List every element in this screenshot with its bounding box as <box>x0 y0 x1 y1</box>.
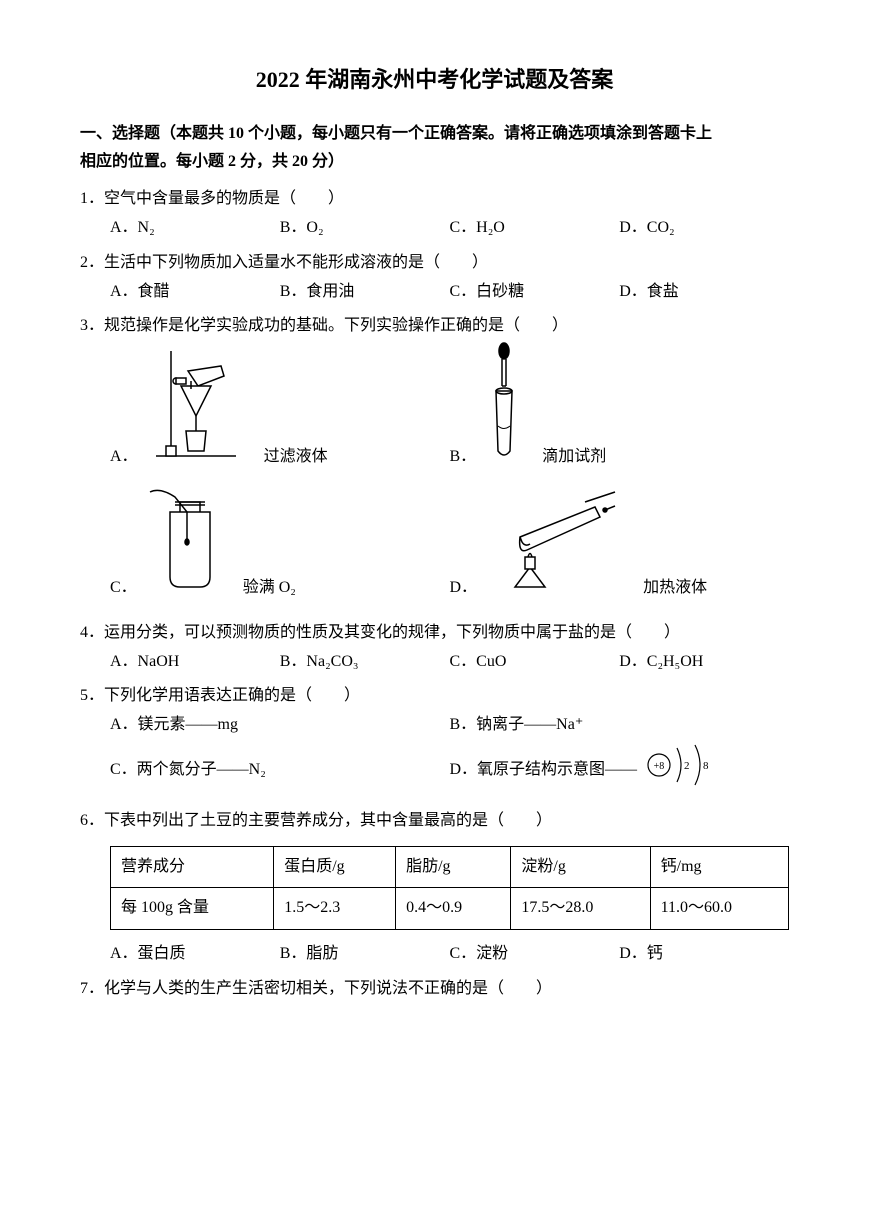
nutrition-table: 营养成分 蛋白质/g 脂肪/g 淀粉/g 钙/mg 每 100g 含量 1.5～… <box>110 846 789 931</box>
question-4-options: A．NaOH B．Na₂CO₃ C．CuO D．C₂H₅OH <box>80 648 789 677</box>
question-6: 6．下表中列出了土豆的主要营养成分，其中含量最高的是（ ） 营养成分 蛋白质/g… <box>80 807 789 969</box>
table-cell: 17.5～28.0 <box>511 888 650 930</box>
table-cell: 每 100g 含量 <box>111 888 274 930</box>
table-header-cell: 钙/mg <box>650 846 788 888</box>
option-q5-c: C．两个氮分子——N₂ <box>110 756 450 785</box>
table-header-cell: 脂肪/g <box>396 846 511 888</box>
table-header-cell: 蛋白质/g <box>274 846 396 888</box>
option-q3-b-label: B． <box>450 443 477 472</box>
option-q2-c: C．白砂糖 <box>450 278 620 307</box>
question-1: 1．空气中含量最多的物质是（ ） A．N₂ B．O₂ C．H₂O D．CO₂ <box>80 185 789 243</box>
option-q4-b: B．Na₂CO₃ <box>280 648 450 677</box>
question-7-text: 7．化学与人类的生产生活密切相关，下列说法不正确的是（ ） <box>80 975 789 1004</box>
question-3-text: 3．规范操作是化学实验成功的基础。下列实验操作正确的是（ ） <box>80 312 789 341</box>
option-q2-b: B．食用油 <box>280 278 450 307</box>
table-data-row: 每 100g 含量 1.5～2.3 0.4～0.9 17.5～28.0 11.0… <box>111 888 789 930</box>
gas-bottle-diagram-icon <box>145 482 225 603</box>
option-q3-c-text: 验满 O₂ <box>243 574 296 603</box>
option-q3-c-label: C． <box>110 574 137 603</box>
option-q3-d-text: 加热液体 <box>643 574 707 603</box>
question-5-text: 5．下列化学用语表达正确的是（ ） <box>80 682 789 711</box>
page-title: 2022 年湖南永州中考化学试题及答案 <box>80 60 789 100</box>
question-5-options-1: A．镁元素——mg B．钠离子——Na⁺ <box>80 711 789 740</box>
table-header-cell: 淀粉/g <box>511 846 650 888</box>
question-4-text: 4．运用分类，可以预测物质的性质及其变化的规律，下列物质中属于盐的是（ ） <box>80 619 789 648</box>
option-q4-d: D．C₂H₅OH <box>619 648 789 677</box>
filter-diagram-icon <box>146 341 246 472</box>
option-q2-a: A．食醋 <box>110 278 280 307</box>
option-q4-a: A．NaOH <box>110 648 280 677</box>
heating-diagram-icon <box>485 482 625 603</box>
option-q6-b: B．脂肪 <box>280 940 450 969</box>
question-3: 3．规范操作是化学实验成功的基础。下列实验操作正确的是（ ） A． <box>80 312 789 612</box>
option-q3-a-label: A． <box>110 443 138 472</box>
question-5-options-2: C．两个氮分子——N₂ D．氧原子结构示意图—— +8 2 8 <box>80 740 789 801</box>
option-q3-a-text: 过滤液体 <box>264 443 328 472</box>
svg-text:8: 8 <box>703 760 709 772</box>
option-q3-b-text: 滴加试剂 <box>542 443 606 472</box>
svg-text:+8: +8 <box>654 761 665 772</box>
option-q5-a: A．镁元素——mg <box>110 711 450 740</box>
question-6-options: A．蛋白质 B．脂肪 C．淀粉 D．钙 <box>80 940 789 969</box>
question-6-text: 6．下表中列出了土豆的主要营养成分，其中含量最高的是（ ） <box>80 807 789 836</box>
option-q3-d: D． 加热液体 <box>450 482 790 603</box>
table-header-row: 营养成分 蛋白质/g 脂肪/g 淀粉/g 钙/mg <box>111 846 789 888</box>
svg-text:2: 2 <box>684 760 690 772</box>
option-q5-d-text: D．氧原子结构示意图—— <box>450 756 638 785</box>
question-1-options: A．N₂ B．O₂ C．H₂O D．CO₂ <box>80 214 789 243</box>
question-2: 2．生活中下列物质加入适量水不能形成溶液的是（ ） A．食醋 B．食用油 C．白… <box>80 249 789 307</box>
table-cell: 11.0～60.0 <box>650 888 788 930</box>
question-4: 4．运用分类，可以预测物质的性质及其变化的规律，下列物质中属于盐的是（ ） A．… <box>80 619 789 677</box>
question-2-text: 2．生活中下列物质加入适量水不能形成溶液的是（ ） <box>80 249 789 278</box>
table-header-cell: 营养成分 <box>111 846 274 888</box>
option-q1-a: A．N₂ <box>110 214 280 243</box>
option-q6-a: A．蛋白质 <box>110 940 280 969</box>
option-q1-d: D．CO₂ <box>619 214 789 243</box>
table-cell: 1.5～2.3 <box>274 888 396 930</box>
option-q6-d: D．钙 <box>619 940 789 969</box>
option-q5-d: D．氧原子结构示意图—— +8 2 8 <box>450 740 790 801</box>
dropper-diagram-icon <box>484 341 524 472</box>
option-q3-d-label: D． <box>450 574 478 603</box>
section-header-line1: 一、选择题（本题共 10 个小题，每小题只有一个正确答案。请将正确选项填涂到答题… <box>80 120 789 149</box>
option-q6-c: C．淀粉 <box>450 940 620 969</box>
question-1-text: 1．空气中含量最多的物质是（ ） <box>80 185 789 214</box>
option-q1-c: C．H₂O <box>450 214 620 243</box>
section-header-line2: 相应的位置。每小题 2 分，共 20 分） <box>80 148 789 177</box>
option-q3-c: C． 验满 O₂ <box>110 482 450 603</box>
option-q3-b: B． 滴加试剂 <box>450 341 790 472</box>
question-7: 7．化学与人类的生产生活密切相关，下列说法不正确的是（ ） <box>80 975 789 1004</box>
option-q1-b: B．O₂ <box>280 214 450 243</box>
option-q3-a: A． 过滤液体 <box>110 341 450 472</box>
atom-structure-icon: +8 2 8 <box>641 740 721 801</box>
question-5: 5．下列化学用语表达正确的是（ ） A．镁元素——mg B．钠离子——Na⁺ C… <box>80 682 789 800</box>
option-q4-c: C．CuO <box>450 648 620 677</box>
option-q5-b: B．钠离子——Na⁺ <box>450 711 790 740</box>
section-header: 一、选择题（本题共 10 个小题，每小题只有一个正确答案。请将正确选项填涂到答题… <box>80 120 789 178</box>
option-q2-d: D．食盐 <box>619 278 789 307</box>
table-cell: 0.4～0.9 <box>396 888 511 930</box>
question-2-options: A．食醋 B．食用油 C．白砂糖 D．食盐 <box>80 278 789 307</box>
question-3-options: A． 过滤液体 <box>80 341 789 613</box>
